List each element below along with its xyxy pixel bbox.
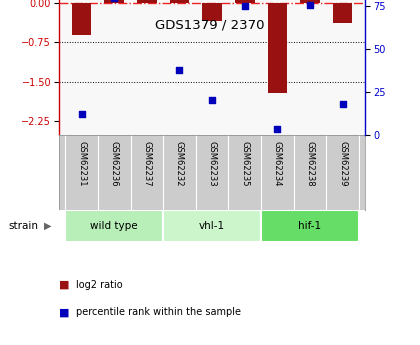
Text: hif-1: hif-1 [298,221,322,231]
Text: GSM62231: GSM62231 [77,141,86,186]
Point [176,67,183,72]
Text: strain: strain [8,221,38,231]
Bar [170,0,189,3]
Point [78,111,85,117]
Text: percentile rank within the sample: percentile rank within the sample [76,307,241,317]
Text: ■: ■ [59,280,69,289]
Text: GSM62237: GSM62237 [142,141,151,186]
Text: ■: ■ [59,307,69,317]
Bar [105,0,124,3]
Bar [300,0,320,3]
Text: vhl-1: vhl-1 [199,221,225,231]
Bar [235,0,255,3]
Text: GDS1379 / 2370: GDS1379 / 2370 [155,19,265,32]
Bar [163,210,261,241]
Text: GSM62238: GSM62238 [305,141,315,186]
Text: GSM62239: GSM62239 [338,141,347,186]
Point [339,101,346,107]
Point [274,127,281,132]
Text: GSM62236: GSM62236 [110,141,119,186]
Point [307,2,313,8]
Text: ▶: ▶ [44,221,52,231]
Bar [66,210,163,241]
Text: GSM62234: GSM62234 [273,141,282,186]
Text: log2 ratio: log2 ratio [76,280,122,289]
Bar [137,0,157,3]
Point [241,4,248,9]
Bar [202,3,222,21]
Bar [261,210,359,241]
Text: GSM62233: GSM62233 [207,141,217,186]
Bar [268,3,287,93]
Point [209,98,215,103]
Bar [72,3,92,35]
Text: wild type: wild type [90,221,138,231]
Point [111,0,118,1]
Text: GSM62232: GSM62232 [175,141,184,186]
Text: GSM62235: GSM62235 [240,141,249,186]
Bar [333,3,352,23]
